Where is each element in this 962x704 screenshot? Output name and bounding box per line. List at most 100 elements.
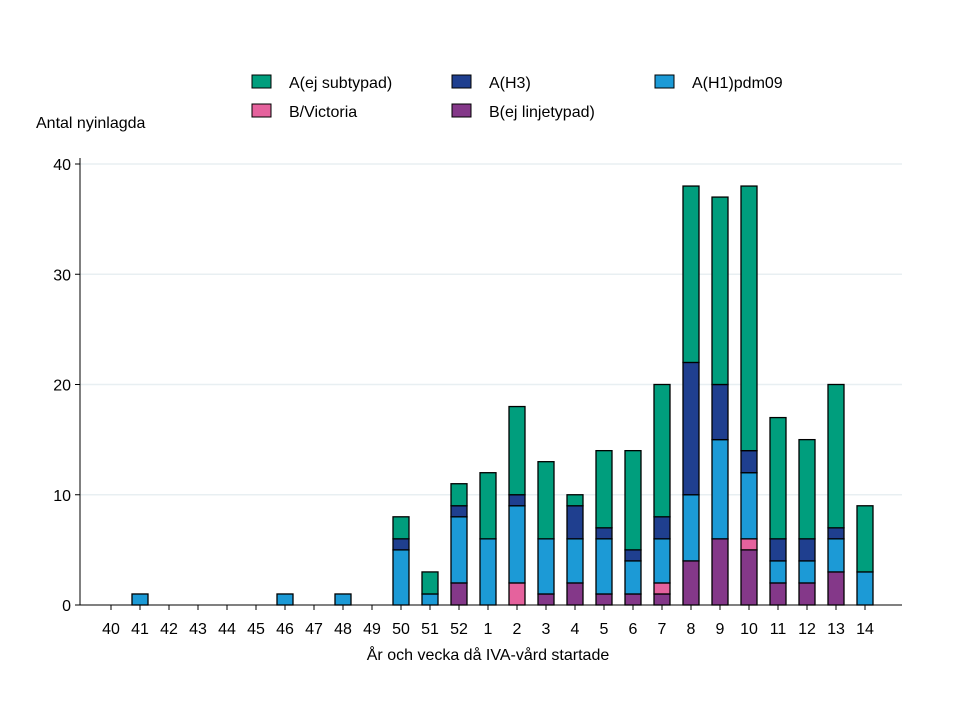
bar-segment <box>769 582 787 606</box>
x-tick-label: 3 <box>542 621 551 638</box>
bars <box>131 185 874 606</box>
bar-segment <box>740 549 758 606</box>
legend-swatch <box>251 74 272 89</box>
bar-segment <box>682 494 700 562</box>
bar-segment <box>653 383 671 518</box>
bar-segment <box>450 483 468 507</box>
y-tick-label: 10 <box>53 488 71 505</box>
bar-segment <box>711 383 729 441</box>
bar-segment <box>537 593 555 606</box>
legend-label: A(H3) <box>489 75 531 92</box>
x-tick-label: 11 <box>770 621 787 638</box>
bar-segment <box>508 582 526 606</box>
bar-segment <box>566 505 584 540</box>
bar-segment <box>653 516 671 540</box>
legend-swatch <box>451 103 472 118</box>
bar-segment <box>798 438 816 540</box>
bar-segment <box>392 516 410 540</box>
bar-segment <box>682 560 700 606</box>
bar-segment <box>827 383 845 529</box>
x-tick-label: 52 <box>450 621 468 638</box>
bar-segment <box>566 494 584 507</box>
bar-segment <box>798 582 816 606</box>
x-tick-label: 46 <box>276 621 294 638</box>
bar-segment <box>856 571 874 606</box>
x-tick-label: 4 <box>571 621 580 638</box>
x-tick-label: 1 <box>484 621 493 638</box>
bar-segment <box>566 538 584 584</box>
x-axis-label: År och vecka då IVA-vård startade <box>367 645 610 664</box>
x-tick-label: 14 <box>856 621 874 638</box>
x-tick-label: 6 <box>629 621 638 638</box>
bar-segment <box>653 593 671 606</box>
y-tick-label: 30 <box>53 267 71 284</box>
bar-segment <box>508 505 526 584</box>
bar-segment <box>624 593 642 606</box>
legend-swatch <box>251 103 272 118</box>
x-tick-label: 40 <box>102 621 120 638</box>
bar-segment <box>479 472 497 540</box>
bar-segment <box>508 494 526 507</box>
y-tick-label: 40 <box>53 157 71 174</box>
bar-segment <box>769 416 787 540</box>
x-tick-label: 13 <box>827 621 845 638</box>
x-tick-label: 47 <box>305 621 323 638</box>
x-tick-label: 45 <box>247 621 265 638</box>
bar-segment <box>798 538 816 562</box>
bar-segment <box>595 538 613 595</box>
x-tick-label: 48 <box>334 621 352 638</box>
x-tick-label: 8 <box>687 621 696 638</box>
bar-segment <box>450 516 468 584</box>
x-tick-label: 51 <box>421 621 439 638</box>
bar-segment <box>740 472 758 540</box>
bar-segment <box>769 560 787 584</box>
bar-segment <box>827 538 845 573</box>
legend-swatch <box>654 74 675 89</box>
bar-segment <box>827 527 845 540</box>
bar-segment <box>537 538 555 595</box>
bar-segment <box>421 571 439 595</box>
bar-segment <box>479 538 497 606</box>
bar-segment <box>624 560 642 595</box>
x-tick-label: 5 <box>600 621 609 638</box>
bar-segment <box>421 593 439 606</box>
legend-label: B/Victoria <box>289 104 357 121</box>
legend: A(ej subtypad) A(H3) A(H1)pdm09 B/Victoria B… <box>251 74 783 121</box>
x-tick-label: 2 <box>513 621 522 638</box>
x-tick-label: 43 <box>189 621 207 638</box>
bar-segment <box>740 538 758 551</box>
legend-swatch <box>451 74 472 89</box>
bar-segment <box>624 549 642 562</box>
legend-label: A(H1)pdm09 <box>692 75 783 92</box>
bar-segment <box>508 405 526 496</box>
x-tick-label: 9 <box>716 621 725 638</box>
bar-segment <box>276 593 294 606</box>
bar-segment <box>624 449 642 551</box>
bar-segment <box>856 505 874 573</box>
y-tick-label: 0 <box>62 598 71 615</box>
x-tick-label: 42 <box>160 621 178 638</box>
bar-segment <box>566 582 584 606</box>
bar-segment <box>131 593 149 606</box>
bar-segment <box>769 538 787 562</box>
x-tick-label: 10 <box>740 621 758 638</box>
x-tick-label: 50 <box>392 621 410 638</box>
bar-segment <box>392 538 410 551</box>
bar-segment <box>653 582 671 595</box>
x-tick-label: 12 <box>798 621 816 638</box>
bar-segment <box>711 538 729 606</box>
bar-segment <box>392 549 410 606</box>
bar-segment <box>537 461 555 540</box>
bar-segment <box>798 560 816 584</box>
y-tick-label: 20 <box>53 378 71 395</box>
bar-segment <box>711 196 729 386</box>
bar-segment <box>653 538 671 584</box>
x-tick-label: 49 <box>363 621 381 638</box>
legend-label: A(ej subtypad) <box>289 75 392 92</box>
bar-segment <box>740 185 758 452</box>
bar-segment <box>740 449 758 474</box>
bar-segment <box>450 505 468 518</box>
x-tick-label: 7 <box>658 621 667 638</box>
